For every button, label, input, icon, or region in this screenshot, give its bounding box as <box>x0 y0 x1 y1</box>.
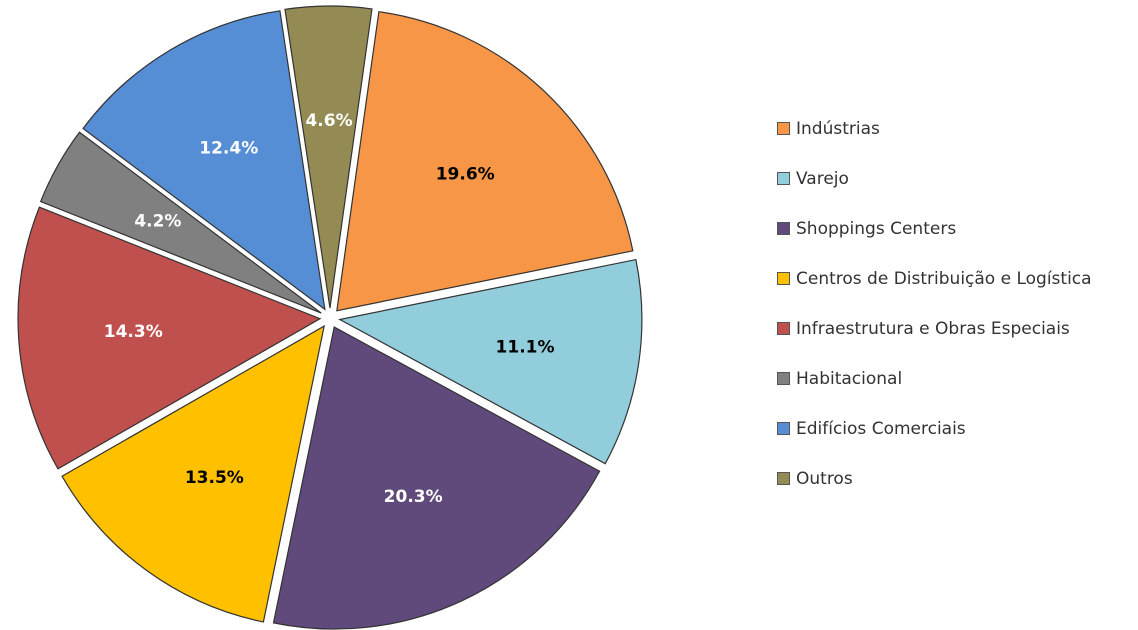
legend-label: Edifícios Comerciais <box>796 418 966 439</box>
pie-slice <box>284 5 373 309</box>
pie-slice <box>272 326 601 630</box>
pie-slice <box>39 131 322 314</box>
legend-label: Outros <box>796 468 853 489</box>
legend-item: Habitacional <box>777 366 1092 391</box>
legend-item: Edifícios Comerciais <box>777 416 1092 441</box>
legend-item: Varejo <box>777 166 1092 191</box>
legend-item: Infraestrutura e Obras Especiais <box>777 316 1092 341</box>
legend-swatch <box>777 322 790 335</box>
slice-data-label: 14.3% <box>104 322 163 342</box>
pie-slice <box>336 10 634 312</box>
chart-legend: Indústrias Varejo Shoppings Centers Centros… <box>777 116 1092 516</box>
legend-item: Outros <box>777 466 1092 491</box>
legend-label: Centros de Distribuição e Logística <box>796 268 1092 289</box>
slice-data-label: 11.1% <box>496 337 555 357</box>
slice-data-label: 20.3% <box>384 487 443 507</box>
legend-swatch <box>777 172 790 185</box>
legend-swatch <box>777 122 790 135</box>
pie-slice <box>82 10 326 311</box>
legend-swatch <box>777 472 790 485</box>
legend-swatch <box>777 222 790 235</box>
legend-item: Shoppings Centers <box>777 216 1092 241</box>
slice-data-label: 12.4% <box>199 139 258 159</box>
legend-swatch <box>777 422 790 435</box>
slice-data-label: 4.6% <box>305 111 352 131</box>
pie-slice <box>61 324 325 623</box>
legend-label: Infraestrutura e Obras Especiais <box>796 318 1070 339</box>
pie-slice <box>17 206 322 470</box>
pie-slice <box>338 258 643 465</box>
slice-data-label: 4.2% <box>134 212 181 232</box>
legend-item: Indústrias <box>777 116 1092 141</box>
legend-swatch <box>777 272 790 285</box>
slice-data-label: 19.6% <box>436 164 495 184</box>
slice-data-label: 13.5% <box>185 468 244 488</box>
legend-label: Shoppings Centers <box>796 218 957 239</box>
legend-label: Habitacional <box>796 368 903 389</box>
legend-label: Indústrias <box>796 118 880 139</box>
legend-swatch <box>777 372 790 385</box>
legend-item: Centros de Distribuição e Logística <box>777 266 1092 291</box>
legend-label: Varejo <box>796 168 849 189</box>
